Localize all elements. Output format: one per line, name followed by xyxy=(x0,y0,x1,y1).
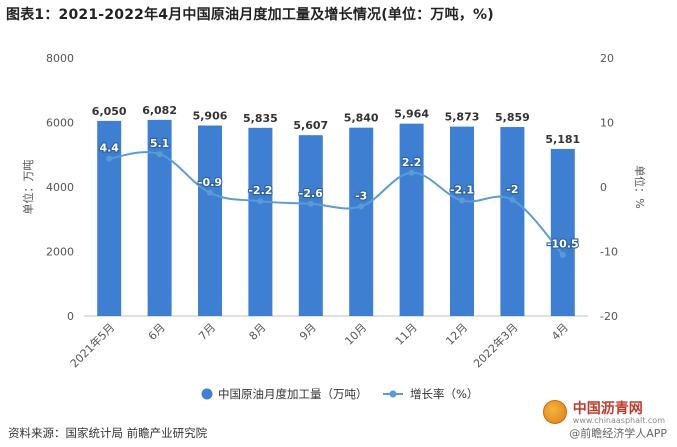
x-tick-label: 11月 xyxy=(393,321,420,348)
y2-tick-label: 10 xyxy=(600,117,614,130)
bar-value-label: 5,835 xyxy=(243,112,278,125)
bar xyxy=(399,123,424,316)
legend-line-dot xyxy=(389,390,397,398)
y-tick-label: 2000 xyxy=(46,246,74,259)
y-tick-label: 0 xyxy=(67,310,74,323)
bar-value-label: 5,181 xyxy=(545,133,580,146)
growth-rate-label: -2 xyxy=(506,183,518,196)
y2-tick-label: -10 xyxy=(600,246,618,259)
growth-rate-point xyxy=(307,200,314,207)
bar xyxy=(550,148,575,316)
growth-rate-point xyxy=(207,189,213,196)
bar-value-label: 5,964 xyxy=(394,108,429,121)
x-tick-label: 12月 xyxy=(443,321,470,348)
x-tick-label: 8月 xyxy=(247,321,269,343)
growth-rate-point xyxy=(257,198,264,205)
y2-tick-label: -20 xyxy=(600,310,618,323)
growth-rate-label: -2.6 xyxy=(299,187,323,200)
brand-url: www.chinaasphalt.com xyxy=(572,416,665,425)
growth-rate-point xyxy=(106,155,113,162)
y2-axis-label: 单位：% xyxy=(633,165,647,208)
growth-rate-point xyxy=(408,169,415,176)
bar-value-label: 6,050 xyxy=(92,105,127,118)
y-axis-label: 单位：万吨 xyxy=(21,160,35,215)
bar-value-label: 5,859 xyxy=(495,111,530,124)
y-tick-label: 8000 xyxy=(46,52,74,65)
x-tick-label: 6月 xyxy=(146,321,168,343)
growth-rate-point xyxy=(559,251,566,258)
y-tick-label: 4000 xyxy=(46,181,74,194)
chart-title: 图表1：2021-2022年4月中国原油月度加工量及增长情况(单位：万吨，%) xyxy=(6,7,494,23)
bar xyxy=(349,127,374,316)
bar xyxy=(248,127,273,316)
x-tick-label: 10月 xyxy=(342,321,369,348)
growth-rate-label: -3 xyxy=(355,189,367,202)
bar xyxy=(500,127,525,317)
growth-rate-point xyxy=(156,151,163,158)
brand-name: 中国沥青网 xyxy=(572,401,643,417)
growth-rate-label: -2.1 xyxy=(450,184,474,197)
credit-note: @前瞻经济学人APP xyxy=(569,427,667,440)
legend-line-label: 增长率（%） xyxy=(410,387,478,401)
growth-rate-point xyxy=(459,197,465,204)
growth-rate-label: 4.4 xyxy=(99,142,119,155)
bar xyxy=(198,125,222,317)
growth-rate-label: -10.5 xyxy=(547,238,579,251)
legend-bar-marker xyxy=(201,388,213,400)
growth-rate-label: 5.1 xyxy=(150,137,170,150)
x-tick-label: 7月 xyxy=(196,321,218,343)
bar xyxy=(97,120,122,316)
bar-value-label: 6,082 xyxy=(142,104,177,117)
y2-tick-label: 20 xyxy=(600,52,614,65)
growth-rate-label: -2.2 xyxy=(248,184,272,197)
brand-logo-icon xyxy=(542,399,567,424)
growth-rate-label: 2.2 xyxy=(402,156,422,169)
bar xyxy=(450,126,474,316)
y-tick-label: 6000 xyxy=(46,117,74,130)
bar-value-label: 5,607 xyxy=(293,119,328,132)
y2-tick-label: 0 xyxy=(600,181,607,194)
x-tick-label: 2021年5月 xyxy=(67,320,117,370)
growth-rate-line xyxy=(109,151,564,256)
growth-rate-label: -0.9 xyxy=(198,176,222,189)
bar-value-label: 5,873 xyxy=(445,111,480,124)
x-tick-label: 2022年3月 xyxy=(470,320,520,370)
bar xyxy=(298,135,323,316)
x-tick-label: 4月 xyxy=(549,321,571,343)
bar-value-label: 5,906 xyxy=(193,110,228,123)
growth-rate-point xyxy=(358,203,365,210)
legend-bar-label: 中国原油月度加工量（万吨） xyxy=(218,387,368,401)
source-note: 资料来源：国家统计局 前瞻产业研究院 xyxy=(8,426,208,440)
brand-watermark: 中国沥青网 www.chinaasphalt.com xyxy=(542,398,665,425)
bar-value-label: 5,840 xyxy=(344,112,379,125)
x-tick-label: 9月 xyxy=(297,321,319,343)
growth-rate-point xyxy=(509,196,516,203)
